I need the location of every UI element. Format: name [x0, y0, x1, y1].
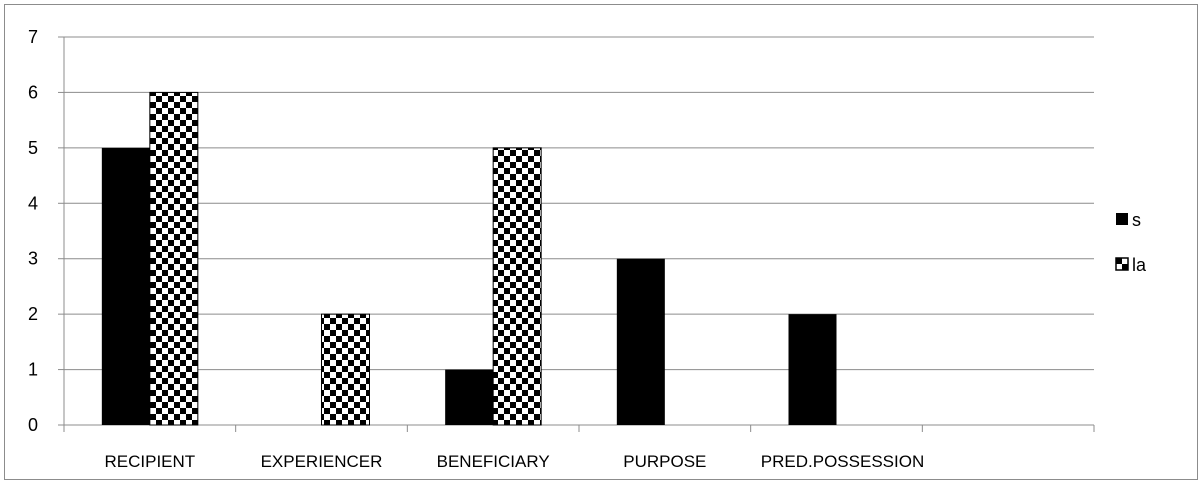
bar-la-experiencer: [321, 313, 370, 426]
y-tick-label: 7: [28, 27, 38, 47]
axis-labels: 0 1 2 3 4 5 6 7 RECIPIENT EXPERIENCER BENEFICIARY P…: [28, 27, 924, 471]
legend-label-s: s: [1132, 210, 1141, 230]
y-tick-label: 3: [28, 249, 38, 269]
x-tick-label: PRED.POSSESSION: [761, 452, 924, 471]
bar-s-beneficiary: [445, 369, 494, 425]
bar-s-purpose: [616, 258, 665, 425]
legend-swatch-la-mark: [1122, 264, 1128, 270]
gridlines: [64, 36, 1094, 371]
axes: [58, 36, 1095, 432]
y-tick-label: 2: [28, 304, 38, 324]
y-tick-label: 0: [28, 415, 38, 435]
y-tick-label: 6: [28, 82, 38, 102]
x-tick-label: BENEFICIARY: [437, 452, 550, 471]
bar-s-pred.possession: [788, 314, 837, 425]
y-tick-label: 5: [28, 138, 38, 158]
chart-frame: [4, 4, 1198, 480]
legend-swatch-la-mark: [1116, 258, 1122, 264]
bar-la-recipient: [149, 91, 199, 426]
legend: s la: [1115, 210, 1147, 275]
legend-swatch-s: [1116, 213, 1128, 225]
x-tick-label: PURPOSE: [623, 452, 706, 471]
y-tick-label: 1: [28, 360, 38, 380]
bar-la-beneficiary: [492, 147, 542, 426]
x-tick-label: RECIPIENT: [104, 452, 195, 471]
bars: [101, 91, 837, 426]
x-tick-label: EXPERIENCER: [261, 452, 383, 471]
y-tick-label: 4: [28, 193, 38, 213]
bar-s-recipient: [101, 147, 150, 425]
legend-label-la: la: [1132, 255, 1147, 275]
